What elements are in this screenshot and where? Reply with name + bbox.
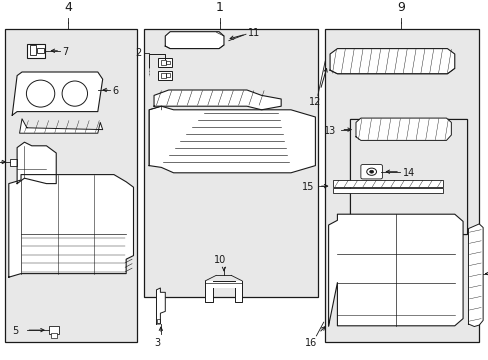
Polygon shape bbox=[17, 142, 56, 184]
Polygon shape bbox=[468, 224, 482, 327]
Text: 5: 5 bbox=[12, 326, 19, 336]
Polygon shape bbox=[9, 175, 133, 277]
Bar bbox=[349, 119, 466, 234]
Bar bbox=[30, 45, 36, 55]
Circle shape bbox=[369, 170, 373, 173]
Bar bbox=[144, 29, 317, 297]
Polygon shape bbox=[12, 72, 102, 115]
Polygon shape bbox=[156, 288, 165, 324]
Polygon shape bbox=[154, 90, 281, 110]
Bar bbox=[51, 333, 57, 338]
Text: 2: 2 bbox=[135, 48, 142, 58]
Text: 10: 10 bbox=[213, 255, 226, 265]
FancyBboxPatch shape bbox=[360, 165, 382, 179]
Polygon shape bbox=[149, 106, 315, 173]
Bar bbox=[157, 319, 160, 323]
Text: 16: 16 bbox=[305, 338, 317, 348]
Text: 1: 1 bbox=[216, 1, 224, 14]
Bar bbox=[49, 326, 59, 334]
Text: 11: 11 bbox=[248, 28, 260, 39]
Bar bbox=[325, 29, 478, 342]
Bar bbox=[27, 44, 45, 58]
Bar bbox=[22, 189, 31, 195]
Text: 7: 7 bbox=[62, 47, 68, 57]
Bar bbox=[166, 61, 170, 64]
Text: 15: 15 bbox=[301, 182, 313, 192]
Bar bbox=[166, 73, 170, 77]
Text: 14: 14 bbox=[403, 168, 415, 178]
Polygon shape bbox=[328, 214, 462, 326]
Bar bbox=[161, 73, 165, 78]
Bar bbox=[5, 29, 137, 342]
Bar bbox=[332, 188, 442, 193]
Polygon shape bbox=[329, 49, 454, 74]
Bar bbox=[332, 180, 442, 187]
Text: 3: 3 bbox=[154, 338, 160, 348]
Text: 4: 4 bbox=[64, 1, 72, 14]
FancyBboxPatch shape bbox=[158, 58, 172, 67]
Polygon shape bbox=[205, 281, 242, 302]
Polygon shape bbox=[165, 32, 224, 49]
Text: 12: 12 bbox=[308, 97, 321, 107]
Bar bbox=[10, 159, 17, 166]
Bar bbox=[37, 48, 44, 53]
Text: 9: 9 bbox=[396, 1, 404, 14]
Text: 6: 6 bbox=[112, 86, 118, 96]
Polygon shape bbox=[20, 119, 102, 133]
Bar bbox=[161, 60, 165, 65]
Bar bbox=[349, 119, 466, 234]
Text: 13: 13 bbox=[324, 126, 336, 136]
FancyBboxPatch shape bbox=[158, 71, 172, 80]
Polygon shape bbox=[355, 118, 450, 140]
